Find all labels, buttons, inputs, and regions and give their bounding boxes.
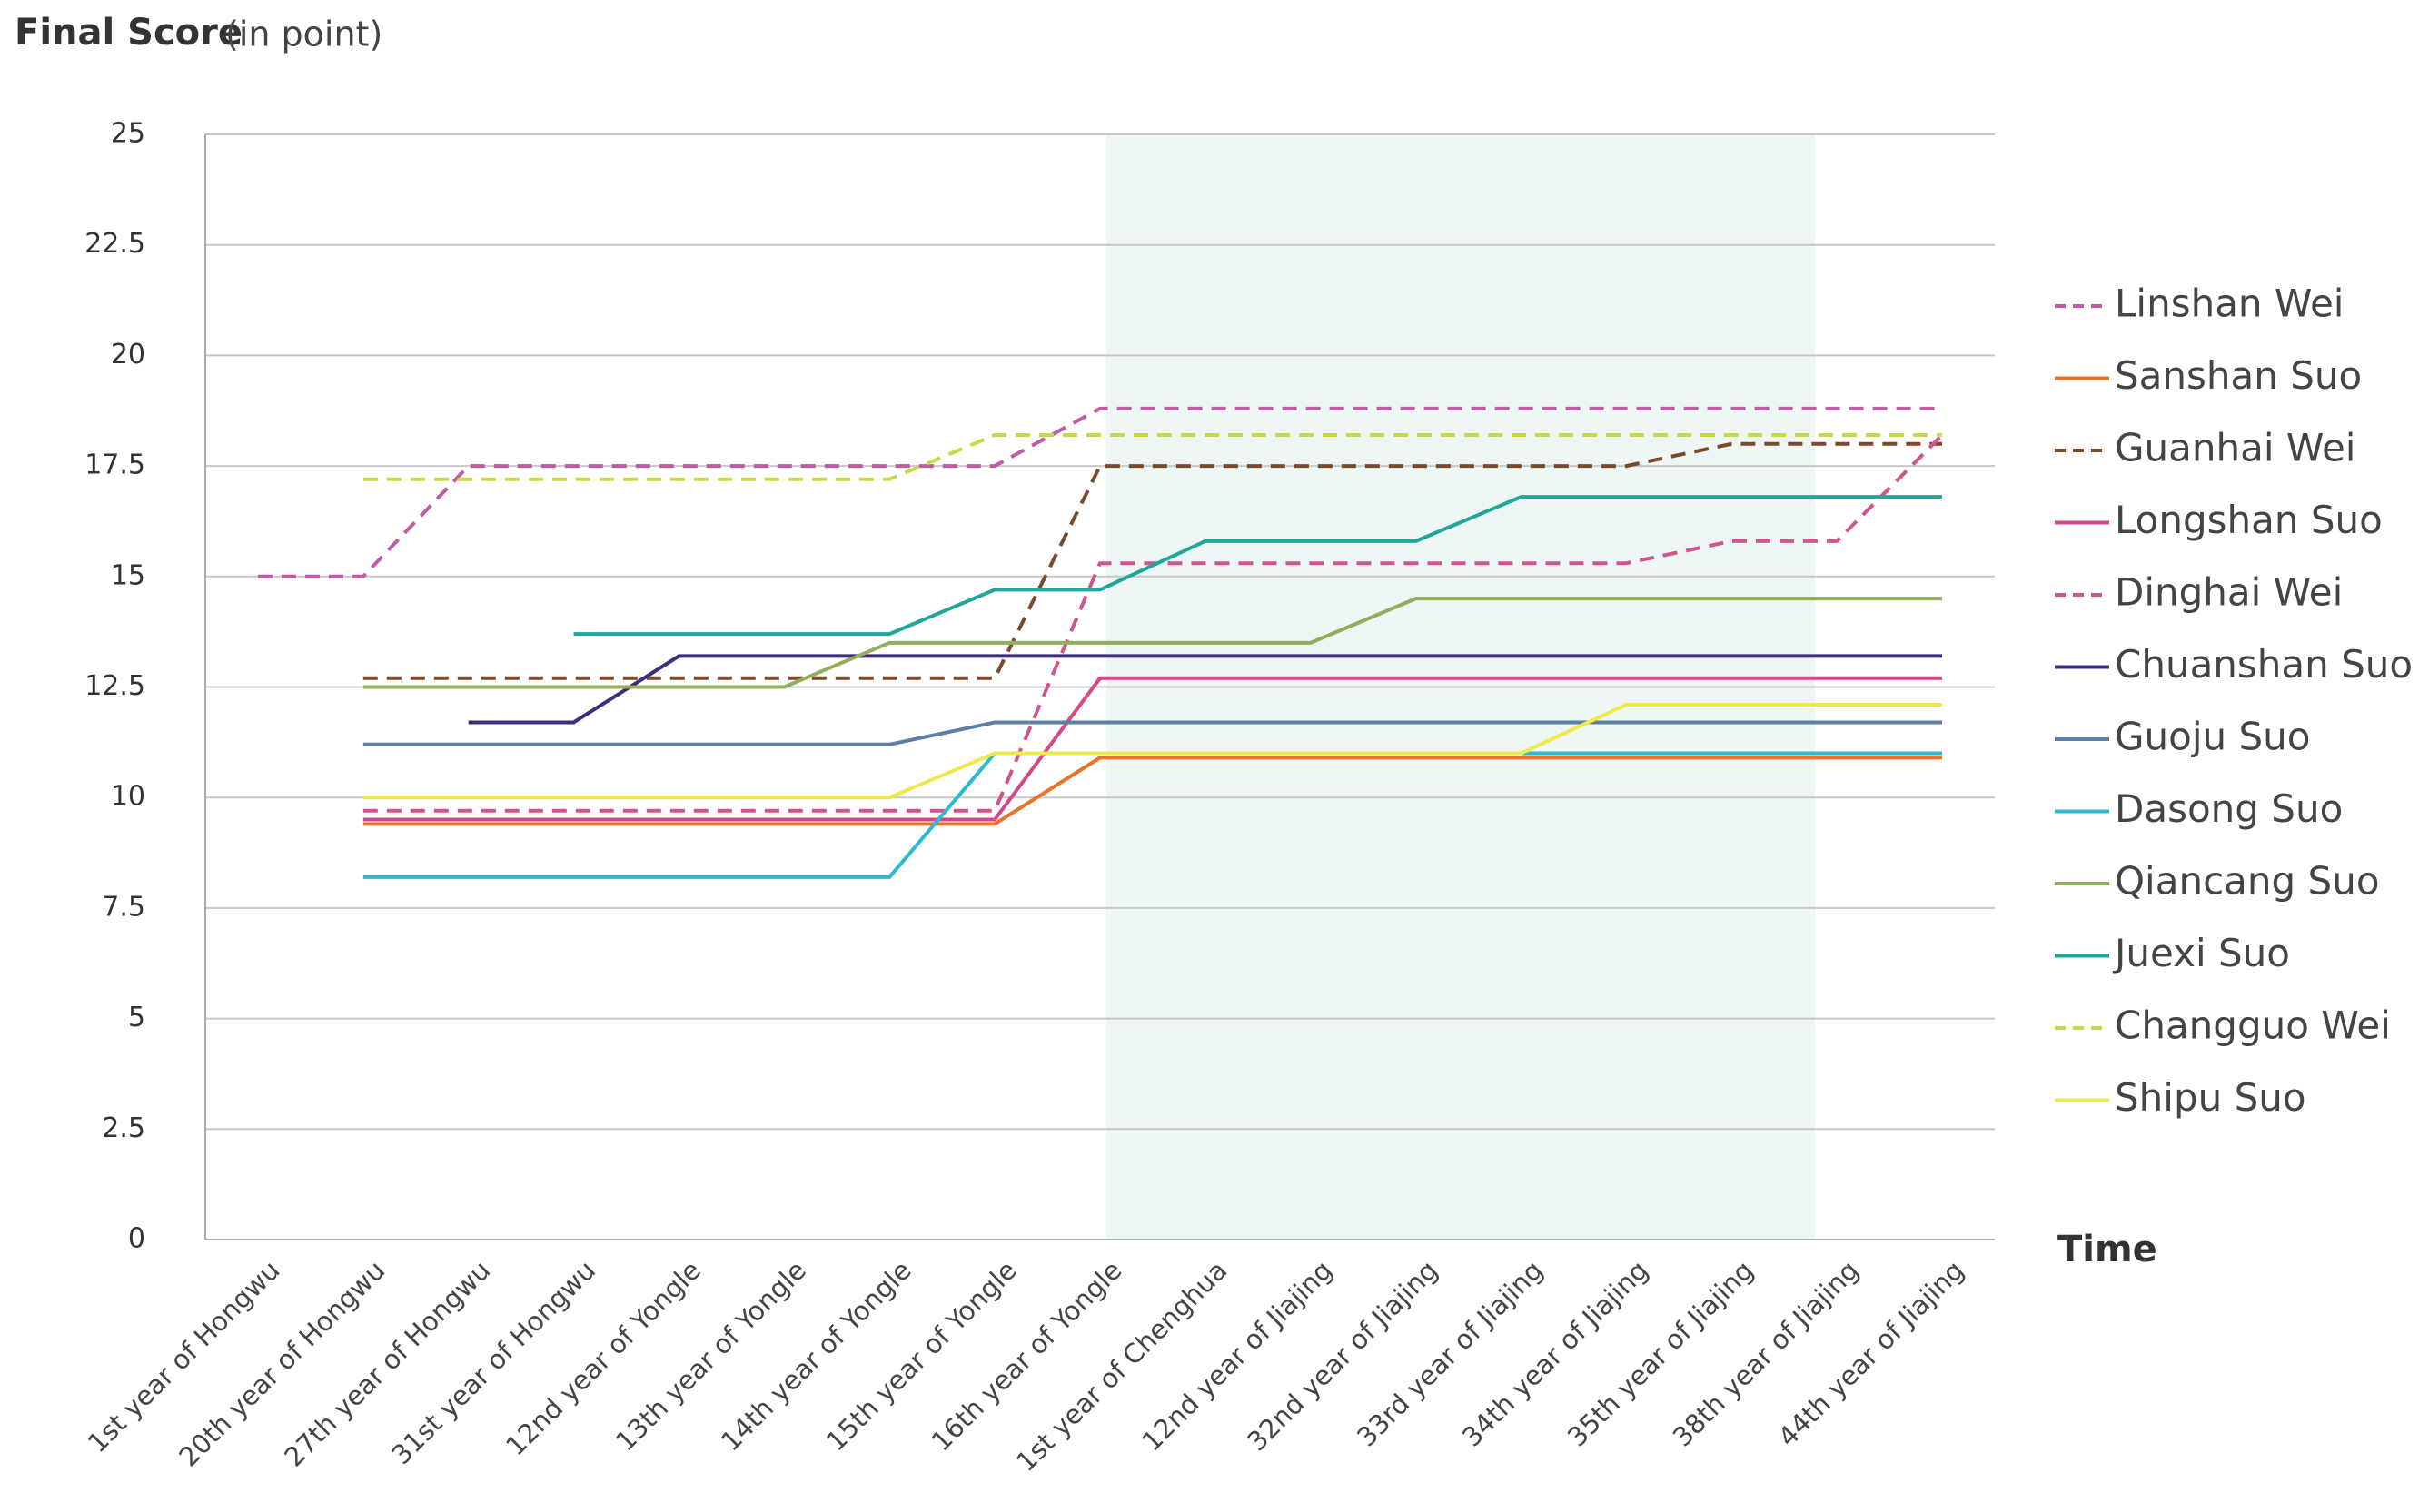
series-line <box>362 441 1943 680</box>
y-tick-label: 10 <box>111 781 145 813</box>
legend-label: Juexi Suo <box>2112 931 2290 975</box>
series-line <box>362 433 1943 481</box>
series-line <box>362 597 1943 689</box>
y-tick-label: 15 <box>111 559 145 591</box>
y-tick-label: 25 <box>111 118 145 150</box>
x-tick-label: 33rd year of Jiajing <box>1351 1255 1549 1453</box>
legend-label: Longshan Suo <box>2115 498 2383 542</box>
legend-label: Linshan Wei <box>2115 282 2344 326</box>
y-tick-label: 20 <box>111 339 145 371</box>
x-tick-label: 27th year of Hongwu <box>278 1255 496 1473</box>
y-tick-label: 17.5 <box>84 450 145 481</box>
x-tick-label: 44th year of Jiajing <box>1772 1255 1970 1453</box>
series-line <box>362 676 1943 822</box>
legend-label: Sanshan Suo <box>2115 353 2362 398</box>
legend-label: Guanhai Wei <box>2115 426 2355 470</box>
series-line <box>362 702 1943 800</box>
series-line <box>257 406 1943 578</box>
y-tick-label: 7.5 <box>102 891 145 923</box>
series-line <box>362 720 1943 746</box>
chart-title-unit: (in point) <box>225 15 382 54</box>
x-tick-label: 38th year of Jiajing <box>1667 1255 1865 1453</box>
series-line <box>468 654 1943 725</box>
legend-label: Dinghai Wei <box>2115 570 2343 615</box>
y-tick-label: 5 <box>128 1002 145 1033</box>
y-tick-label: 12.5 <box>84 670 145 702</box>
legend-label: Dasong Suo <box>2115 786 2343 831</box>
x-tick-label: 20th year of Hongwu <box>173 1255 391 1473</box>
legend-label: Qiancang Suo <box>2115 859 2380 904</box>
chart-title: Final Score <box>15 12 243 54</box>
x-tick-label: 15th year of Yongle <box>820 1255 1023 1458</box>
legend-label: Shipu Suo <box>2115 1075 2306 1120</box>
x-axis-label: Time <box>2057 1229 2157 1270</box>
x-tick-label: 1st year of Chenghua <box>1010 1255 1233 1477</box>
y-tick-label: 2.5 <box>102 1112 145 1144</box>
legend-label: Chuanshan Suo <box>2115 642 2413 687</box>
y-tick-label: 22.5 <box>84 228 145 260</box>
x-tick-label: 34th year of Jiajing <box>1456 1255 1654 1453</box>
series-line <box>362 756 1943 826</box>
series-line <box>362 433 1944 813</box>
x-tick-label: 14th year of Yongle <box>715 1255 917 1458</box>
x-tick-label: 16th year of Yongle <box>926 1255 1128 1458</box>
y-tick-label: 0 <box>128 1223 145 1255</box>
legend-label: Guoju Suo <box>2115 715 2310 759</box>
series-line <box>573 495 1943 637</box>
x-tick-label: 12nd year of Jiajing <box>1135 1255 1338 1458</box>
x-tick-label: 1st year of Hongwu <box>82 1255 286 1459</box>
legend-label: Changguo Wei <box>2115 1003 2391 1048</box>
x-tick-label: 31st year of Hongwu <box>386 1255 602 1471</box>
x-tick-label: 13th year of Yongle <box>610 1255 812 1458</box>
x-tick-label: 12nd year of Yongle <box>500 1255 707 1462</box>
x-tick-label: 35th year of Jiajing <box>1561 1255 1760 1453</box>
x-tick-label: 32nd year of Jiajing <box>1241 1255 1443 1458</box>
